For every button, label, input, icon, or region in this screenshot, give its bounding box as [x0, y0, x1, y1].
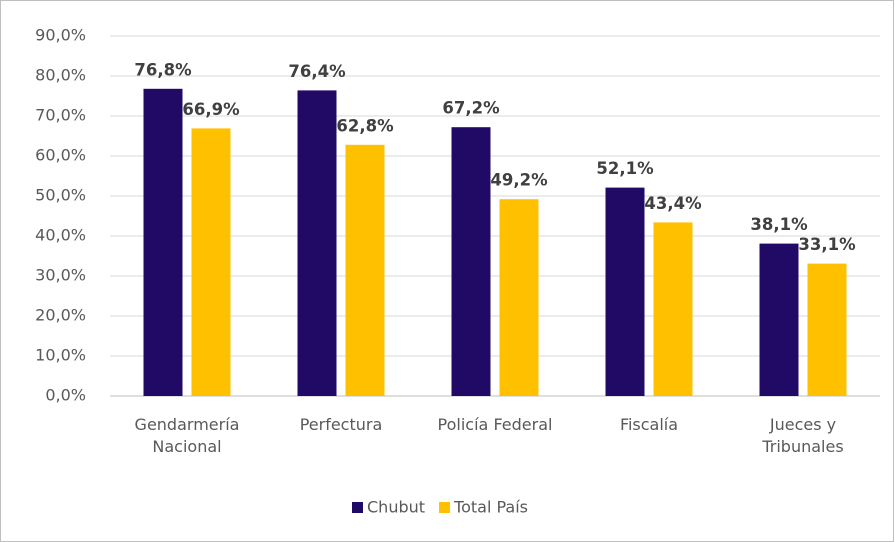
bar — [451, 127, 491, 396]
bar — [759, 243, 799, 396]
value-label: 66,9% — [182, 100, 240, 119]
value-label: 38,1% — [750, 215, 808, 234]
x-tick-label: Perfectura — [299, 415, 383, 434]
legend-swatch — [439, 502, 451, 513]
y-tick-label: 10,0% — [35, 346, 86, 365]
x-tick-label: Fiscalía — [619, 415, 679, 434]
bar — [653, 222, 693, 396]
bar — [605, 187, 645, 396]
bar — [297, 90, 337, 397]
y-tick-label: 30,0% — [35, 266, 86, 285]
value-label: 49,2% — [490, 171, 548, 190]
legend-swatch — [352, 502, 363, 513]
value-label: 62,8% — [336, 116, 394, 135]
legend-label: Total País — [453, 498, 528, 517]
bar — [807, 263, 847, 396]
y-tick-label: 20,0% — [35, 306, 86, 325]
y-tick-label: 50,0% — [35, 186, 86, 205]
value-label: 76,8% — [134, 60, 192, 79]
y-tick-label: 60,0% — [35, 146, 86, 165]
value-label: 67,2% — [442, 99, 500, 118]
value-label: 76,4% — [288, 62, 346, 81]
y-tick-label: 80,0% — [35, 66, 86, 85]
x-tick-label: Gendarmería Nacional — [134, 415, 240, 456]
value-label: 33,1% — [798, 235, 856, 254]
bar — [345, 144, 385, 396]
y-tick-label: 70,0% — [35, 106, 86, 125]
bar — [143, 88, 183, 397]
y-tick-label: 0,0% — [45, 386, 86, 405]
bar — [191, 128, 231, 396]
value-label: 43,4% — [644, 194, 702, 213]
bar — [499, 199, 539, 396]
legend-label: Chubut — [367, 498, 425, 517]
y-tick-label: 90,0% — [35, 26, 86, 45]
value-label: 52,1% — [596, 159, 654, 178]
y-tick-label: 40,0% — [35, 226, 86, 245]
x-tick-label: Jueces y Tribunales — [762, 415, 844, 456]
x-tick-label: Policía Federal — [437, 415, 553, 434]
